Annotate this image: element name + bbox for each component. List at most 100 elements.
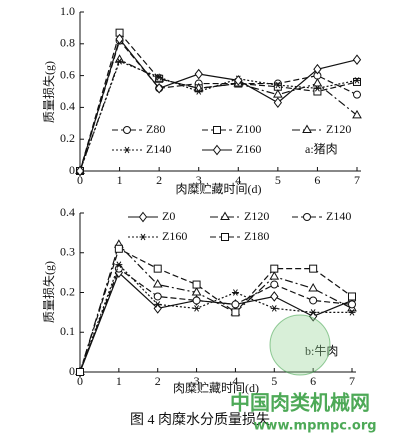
marker — [234, 75, 243, 86]
marker — [309, 309, 317, 316]
x-tick-label: 1 — [116, 374, 122, 388]
x-axis-label: 肉糜贮藏时间(d) — [173, 380, 259, 395]
y-tick-label: 0.2 — [60, 131, 75, 145]
x-tick-label: 6 — [310, 374, 316, 388]
y-axis-label: 质量损失(g) — [41, 261, 56, 323]
caption: 图 4 肉糜水分质量损失 — [130, 411, 270, 428]
marker — [312, 78, 323, 87]
series-line — [79, 60, 358, 172]
x-tick-label: 3 — [194, 374, 200, 388]
marker — [269, 271, 280, 280]
y-tick-label: 0.1 — [60, 324, 75, 338]
marker — [270, 280, 279, 289]
marker — [273, 97, 282, 108]
y-tick-label: 1.0 — [60, 4, 75, 18]
legend-label: Z160 — [236, 142, 261, 156]
marker — [303, 213, 311, 221]
marker — [152, 279, 163, 288]
marker — [353, 77, 361, 86]
annotation: a:猪肉 — [305, 142, 338, 156]
legend-label: Z120 — [244, 209, 269, 223]
marker — [192, 280, 201, 289]
watermark-text: 中国肉类机械网 — [230, 391, 370, 415]
marker — [221, 233, 229, 241]
x-tick-label: 7 — [354, 173, 360, 187]
marker — [154, 301, 162, 308]
x-tick-label: 2 — [156, 173, 162, 187]
marker — [153, 264, 162, 273]
marker — [313, 85, 321, 92]
marker — [270, 305, 278, 312]
marker — [272, 89, 283, 98]
marker — [348, 309, 356, 316]
marker — [153, 292, 162, 301]
x-tick-label: 1 — [117, 173, 123, 187]
marker — [193, 305, 201, 312]
marker — [155, 83, 164, 94]
legend-label: Z140 — [146, 142, 171, 156]
x-tick-label: 2 — [155, 374, 161, 388]
y-tick-label: 0.4 — [60, 99, 75, 113]
marker — [353, 77, 361, 84]
legend-label: Z80 — [146, 122, 165, 136]
marker — [270, 291, 279, 302]
y-tick-label: 0.6 — [60, 67, 75, 81]
marker — [194, 68, 203, 80]
x-tick-label: 4 — [235, 173, 241, 187]
legend-label: Z140 — [326, 209, 351, 223]
marker — [348, 292, 356, 301]
marker — [138, 211, 148, 223]
marker — [191, 286, 202, 296]
series-line — [79, 31, 358, 172]
watermark-logo — [269, 314, 331, 376]
series-line — [79, 243, 353, 373]
marker — [302, 124, 312, 133]
marker — [195, 88, 203, 95]
legend-label: Z0 — [162, 209, 175, 223]
legend-label: Z160 — [162, 229, 187, 243]
y-tick-label: 0 — [69, 364, 75, 378]
watermark-url: www.mpmpc.org — [253, 419, 376, 434]
marker — [309, 264, 318, 273]
marker — [308, 283, 319, 292]
marker — [231, 300, 240, 309]
marker — [231, 308, 240, 317]
marker — [114, 244, 123, 253]
marker — [139, 233, 147, 241]
y-axis-label: 质量损失(g) — [41, 61, 56, 123]
y-tick-label: 0.3 — [60, 245, 75, 259]
x-tick-label: 5 — [271, 374, 277, 388]
series-line — [79, 263, 352, 373]
marker — [116, 58, 124, 65]
marker — [309, 296, 318, 305]
marker — [352, 109, 362, 119]
x-tick-label: 4 — [232, 374, 238, 388]
x-tick-label: 7 — [349, 374, 355, 388]
marker — [155, 73, 163, 81]
marker — [274, 81, 282, 89]
y-tick-label: 0.2 — [60, 284, 75, 298]
marker — [353, 90, 361, 99]
series-line — [79, 267, 353, 373]
y-tick-label: 0.4 — [60, 205, 75, 219]
marker — [212, 144, 222, 156]
x-tick-label: 5 — [275, 173, 281, 187]
marker — [270, 264, 279, 273]
marker — [352, 54, 362, 66]
marker — [313, 63, 322, 75]
y-tick-label: 0 — [69, 163, 75, 177]
legend-label: Z100 — [236, 122, 261, 136]
x-axis-label: 肉糜贮藏时间(d) — [176, 181, 262, 196]
series-line — [79, 39, 358, 172]
marker — [192, 296, 201, 305]
marker — [231, 289, 239, 296]
series-line — [79, 37, 358, 172]
series-line — [79, 247, 353, 373]
x-tick-label: 6 — [314, 173, 320, 187]
x-tick-label: 0 — [77, 374, 83, 388]
x-tick-label: 3 — [196, 173, 202, 187]
marker — [213, 126, 221, 134]
y-tick-label: 0.8 — [60, 36, 75, 50]
marker — [115, 261, 123, 268]
marker — [76, 368, 84, 376]
